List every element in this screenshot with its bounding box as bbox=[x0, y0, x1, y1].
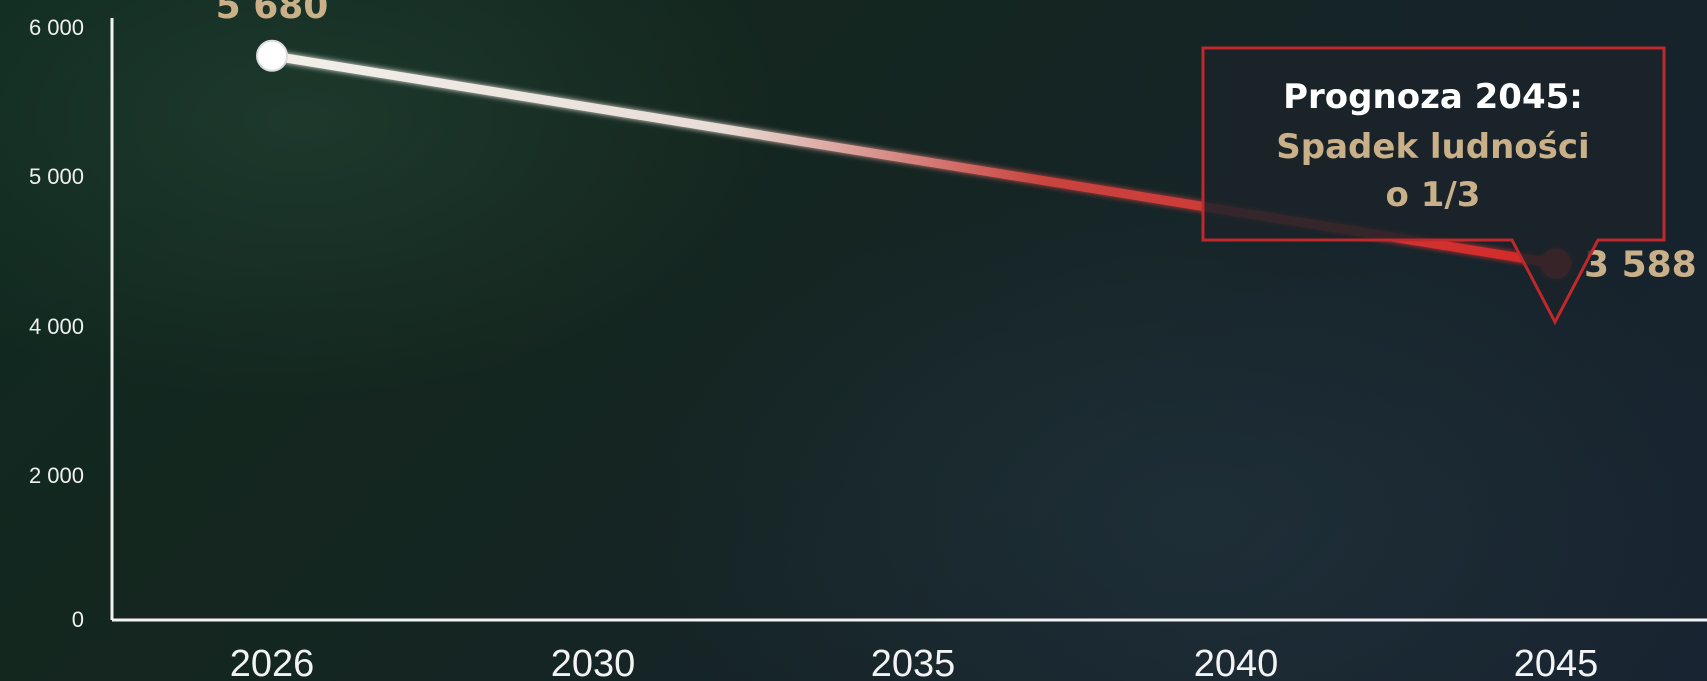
callout-text-line: o 1/3 bbox=[1386, 175, 1481, 215]
callout: Prognoza 2045: Spadek ludności o 1/3 bbox=[1201, 46, 1666, 326]
y-tick-label: 0 bbox=[72, 607, 84, 632]
data-label-2045: 3 588 bbox=[1584, 245, 1697, 286]
x-tick-label: 2045 bbox=[1514, 643, 1599, 681]
x-tick-label: 2026 bbox=[230, 643, 315, 681]
callout-title: Prognoza 2045: bbox=[1283, 77, 1583, 117]
data-point-2026 bbox=[256, 39, 288, 72]
x-tick-label: 2030 bbox=[551, 643, 636, 681]
y-tick-label: 5 000 bbox=[29, 164, 84, 189]
x-tick-label: 2040 bbox=[1194, 643, 1279, 681]
callout-text-line: Spadek ludności bbox=[1276, 127, 1589, 167]
y-tick-label: 4 000 bbox=[29, 314, 84, 339]
x-tick-label: 2035 bbox=[871, 643, 956, 681]
data-label-2026: 5 680 bbox=[216, 0, 329, 27]
y-tick-label: 6 000 bbox=[29, 15, 84, 40]
callout-box bbox=[1201, 46, 1666, 326]
y-tick-label: 2 000 bbox=[29, 463, 84, 488]
